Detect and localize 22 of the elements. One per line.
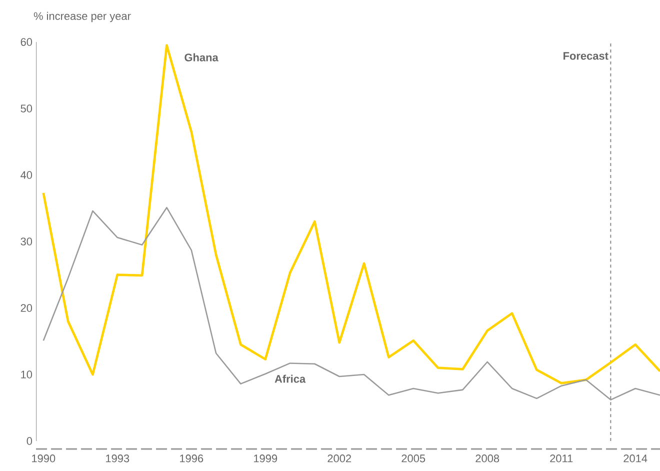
y-tick-label: 50	[20, 104, 32, 112]
x-tick-label: 2002	[328, 454, 352, 462]
series-label: Ghana	[184, 53, 218, 62]
y-axis-title: % increase per year	[34, 12, 131, 22]
y-tick-label: 0	[26, 437, 32, 445]
x-tick-label: 2011	[550, 454, 573, 462]
y-tick-label: 40	[20, 171, 32, 179]
x-tick-label: 1990	[32, 454, 56, 462]
y-tick-label: 30	[20, 238, 32, 246]
y-tick-label: 20	[20, 304, 32, 312]
series-label: Africa	[274, 374, 306, 383]
y-tick-label: 10	[21, 370, 32, 378]
ref-line-label: Forecast	[564, 52, 608, 60]
x-tick-label: 2014	[624, 454, 648, 462]
x-tick-label: 2008	[476, 454, 500, 462]
line-series	[42, 206, 660, 400]
x-tick-label: 1993	[106, 454, 130, 462]
x-tick-label: 1996	[180, 454, 204, 462]
x-tick-label: 1999	[254, 454, 278, 462]
line-series	[42, 44, 660, 384]
y-tick-label: 60	[20, 38, 32, 46]
x-tick-label: 2005	[402, 454, 426, 462]
